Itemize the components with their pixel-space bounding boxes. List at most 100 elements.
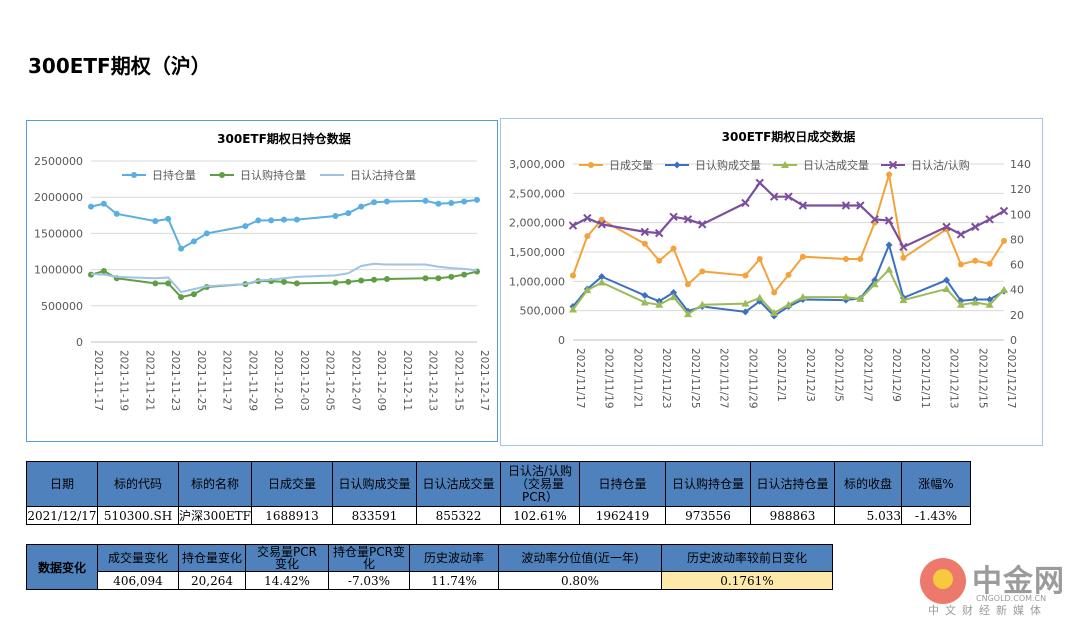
legend-label: 日认沽成交量 — [803, 158, 869, 172]
y-tick-label: 500,000 — [520, 305, 566, 318]
data-point — [986, 260, 993, 267]
data-point — [884, 216, 894, 225]
x-tick-label: 2021-11-29 — [246, 350, 258, 411]
summary-value-cell: 102.61% — [500, 506, 580, 525]
x-tick-label: 2021/11/21 — [631, 348, 643, 409]
change-header-cell: 交易量PCR 变化 — [245, 544, 329, 572]
summary-header-cell: 日认购持仓量 — [665, 461, 751, 507]
x-tick-label: 2021-12-01 — [272, 350, 284, 411]
data-point — [568, 221, 578, 230]
summary-header-cell: 标的收盘 — [834, 461, 902, 507]
data-point — [856, 201, 865, 210]
legend-marker — [673, 161, 681, 169]
volume-chart-svg: 300ETF期权日成交数据 0 500,000 1,000,000 1,500,000 2… — [509, 129, 1031, 409]
change-value-cell: 11.74% — [409, 571, 499, 590]
data-point — [598, 216, 605, 223]
x-tick-label: 2021/11/29 — [746, 348, 758, 409]
data-point — [986, 296, 994, 304]
summary-header-cell: 日持仓量 — [579, 461, 666, 507]
data-point — [435, 275, 442, 282]
series-日认购持仓量 — [88, 268, 480, 301]
data-point — [942, 222, 951, 232]
data-point — [770, 309, 779, 317]
data-point — [971, 298, 980, 306]
y-tick-label: 1500000 — [34, 227, 83, 240]
logo-icon — [920, 558, 966, 604]
x-tick-label: 2021/12/5 — [833, 348, 845, 402]
data-point — [669, 212, 678, 222]
data-point — [899, 296, 908, 304]
data-point — [756, 256, 763, 263]
data-point — [268, 217, 275, 224]
summary-value-cell: 2021/12/17 — [26, 506, 98, 525]
data-point — [971, 222, 980, 232]
summary-value-cell: 5.033 — [834, 506, 902, 525]
series-日成交量 — [570, 171, 1007, 296]
data-point — [583, 213, 592, 223]
data-point — [842, 256, 849, 263]
holdings-chart: 300ETF期权日持仓数据 0 500000 1000000 1500000 200000… — [26, 120, 498, 442]
data-point — [152, 218, 159, 225]
change-header-cell: 持仓量PCR变化 — [328, 544, 410, 572]
data-point — [640, 298, 649, 306]
data-point — [178, 294, 185, 301]
data-point — [281, 278, 287, 285]
x-tick-label: 2021-11-17 — [92, 350, 104, 411]
change-table-value-row: 406,094 20,264 14.42% -7.03% 11.74% 0.80% 0.17… — [27, 571, 833, 590]
data-point — [956, 230, 966, 239]
y2-tick-label: 100 — [1010, 208, 1031, 221]
data-point — [742, 272, 749, 279]
data-point — [885, 241, 893, 249]
data-point — [769, 192, 779, 201]
page-title: 300ETF期权（沪） — [28, 54, 211, 78]
data-point — [886, 171, 893, 178]
x-tick-label: 2021/12/13 — [948, 348, 960, 409]
data-point — [448, 273, 455, 280]
data-point — [641, 291, 649, 299]
data-point — [741, 198, 750, 208]
data-point — [570, 272, 576, 279]
legend-marker — [219, 172, 225, 178]
data-point — [190, 238, 197, 245]
x-tick-label: 2021-12-17 — [478, 350, 490, 411]
data-point — [383, 276, 390, 283]
data-point — [957, 261, 964, 268]
data-point — [383, 198, 390, 205]
data-point — [841, 201, 851, 210]
data-point — [885, 265, 894, 273]
series-日认沽成交量 — [569, 265, 1008, 318]
data-point — [784, 192, 793, 201]
data-point — [784, 300, 793, 308]
data-point — [597, 278, 606, 286]
data-point — [165, 215, 172, 222]
x-tick-label: 2021/11/25 — [689, 348, 701, 409]
summary-value-cell: 沪深300ETF — [178, 506, 252, 525]
data-point — [670, 245, 677, 252]
x-tick-label: 2021-11-23 — [169, 350, 181, 411]
data-point — [857, 256, 864, 263]
x-tick-label: 2021-11-25 — [195, 350, 207, 411]
data-point — [641, 240, 648, 247]
legend-label: 日认沽/认购 — [911, 158, 970, 172]
change-value-cell: -7.03% — [328, 571, 410, 590]
change-table-header-row: 数据变化 成交量变化 持仓量变化 交易量PCR 变化 持仓量PCR变化历史波动率 波动率分位… — [26, 544, 833, 590]
data-point — [178, 245, 185, 252]
data-point — [899, 242, 908, 252]
data-point — [461, 271, 468, 278]
x-tick-label: 2021-12-13 — [427, 350, 439, 411]
logo-domain: CNGOLD.COM.CN — [976, 594, 1047, 603]
y-tick-label: 500000 — [41, 300, 83, 313]
y-tick-label: 2,500,000 — [509, 187, 565, 200]
change-header-cell: 持仓量变化 — [178, 544, 246, 572]
summary-header-cell: 标的名称 — [178, 461, 252, 507]
summary-header-cell: 标的代码 — [97, 461, 179, 507]
legend-label: 日持仓量 — [152, 168, 196, 182]
y-tick-label: 0 — [76, 336, 83, 349]
change-header-cell: 历史波动率 — [409, 544, 499, 572]
change-value-cell: 406,094 — [97, 571, 179, 590]
data-point — [655, 300, 664, 308]
summary-value-cell: 855322 — [416, 506, 501, 525]
data-point — [683, 215, 693, 224]
x-tick-label: 2021-12-03 — [298, 350, 310, 411]
change-table-lead: 数据变化 — [26, 544, 98, 590]
